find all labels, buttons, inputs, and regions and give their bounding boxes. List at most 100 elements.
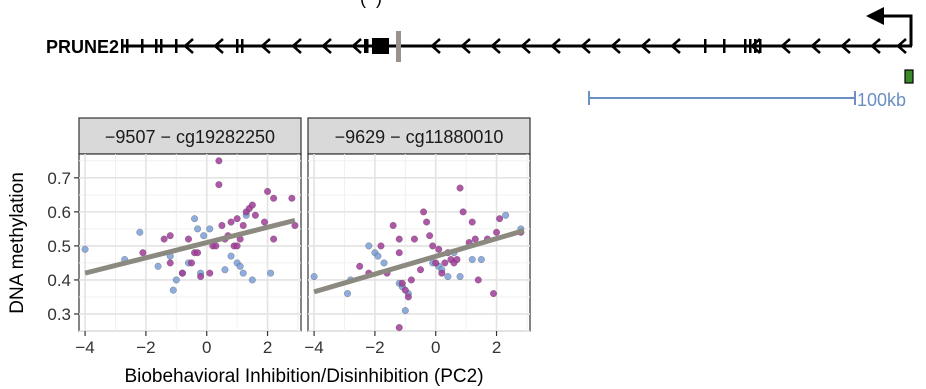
strand-chevron-icon	[490, 38, 501, 54]
data-point	[398, 279, 406, 287]
tss-arrowhead-icon	[866, 7, 884, 25]
top-partial-label: (–)	[360, 0, 382, 8]
data-point	[236, 262, 244, 270]
data-point	[459, 208, 467, 216]
strand-chevron-icon	[750, 38, 761, 54]
exon-mark	[723, 39, 726, 53]
data-point	[166, 232, 174, 240]
data-point	[343, 290, 352, 298]
scale-bar-label: 100kb	[857, 90, 906, 110]
y-tick-label: 0.6	[47, 203, 71, 222]
data-point	[438, 269, 446, 277]
exon-mark	[366, 39, 369, 53]
y-tick-label: 0.3	[47, 305, 71, 324]
exon-mark	[236, 39, 239, 53]
data-point	[136, 228, 144, 236]
strand-chevron-icon	[896, 38, 907, 54]
exon-mark	[141, 39, 144, 53]
exon-mark	[175, 39, 178, 53]
data-point	[468, 218, 476, 226]
data-point	[233, 215, 241, 223]
strand-chevrons	[183, 38, 907, 54]
strand-chevron-icon	[520, 38, 531, 54]
data-point	[423, 218, 431, 226]
strand-chevron-icon	[183, 38, 194, 54]
x-tick-label: −2	[365, 338, 384, 357]
strand-chevron-icon	[870, 38, 881, 54]
data-point	[263, 187, 272, 195]
strand-chevron-icon	[213, 38, 224, 54]
exon-mark	[241, 39, 244, 53]
facet-strip-2	[307, 117, 531, 155]
strand-chevron-icon	[810, 38, 821, 54]
exon-mark	[759, 39, 762, 53]
exon-mark	[126, 39, 129, 53]
data-point	[172, 276, 180, 284]
data-point	[435, 245, 443, 253]
data-point	[365, 242, 373, 250]
y-axis: 0.3 0.4 0.5 0.6 0.7	[47, 169, 79, 324]
y-tick-label: 0.5	[47, 237, 71, 256]
exon-block	[372, 38, 389, 54]
data-point	[169, 286, 177, 294]
data-point	[218, 221, 226, 230]
data-point	[233, 242, 241, 250]
regression-line	[84, 217, 296, 276]
data-point	[154, 262, 162, 270]
cpg-site-marker	[396, 31, 401, 62]
data-point	[81, 245, 89, 253]
strand-chevron-icon	[460, 38, 471, 54]
data-point	[377, 242, 385, 250]
exon-mark	[364, 39, 367, 53]
data-point	[227, 218, 235, 226]
exon-marks	[121, 39, 762, 53]
data-point	[432, 259, 440, 267]
x-tick-label: 2	[263, 338, 272, 357]
data-point	[441, 259, 449, 267]
data-point	[356, 262, 364, 270]
x-tick-label: −2	[136, 338, 155, 357]
data-point	[288, 194, 296, 202]
exon-mark	[155, 39, 158, 53]
gene-track: (–) PRUNE2 100kb	[46, 0, 914, 110]
data-point	[139, 249, 147, 257]
data-point	[239, 221, 247, 230]
facet-panel-2: −9629 − cg11880010 −4 −2 0 2	[304, 117, 531, 357]
data-point	[194, 249, 202, 257]
plot-content-2: −4 −2 0 2	[304, 154, 530, 357]
data-point	[206, 269, 214, 277]
y-axis-label: DNA methylation	[7, 172, 28, 314]
x-tick-label: 0	[202, 338, 211, 357]
facet-panel-1: −9507 − cg19282250 −4 −2 0 2	[75, 117, 302, 357]
x-tick-label: 2	[492, 338, 501, 357]
data-point	[477, 255, 485, 264]
data-point	[502, 211, 510, 219]
data-point	[471, 235, 479, 243]
data-point	[456, 272, 464, 281]
data-point	[215, 157, 223, 165]
strand-chevron-icon	[351, 38, 362, 54]
data-point	[206, 225, 214, 233]
strand-chevron-icon	[430, 38, 441, 54]
data-point	[395, 235, 403, 243]
x-tick-label: −4	[304, 338, 323, 357]
data-point	[212, 242, 220, 250]
exon-mark	[160, 39, 163, 53]
data-point	[395, 324, 403, 332]
data-point	[197, 272, 205, 281]
exon-mark	[754, 39, 757, 53]
data-point	[489, 290, 498, 298]
data-point	[215, 181, 223, 189]
y-tick-label: 0.7	[47, 169, 71, 188]
data-point	[239, 269, 247, 277]
data-point	[474, 276, 482, 284]
gene-label: PRUNE2	[46, 37, 119, 57]
data-point	[178, 269, 186, 277]
data-point	[492, 228, 501, 236]
data-point	[380, 259, 388, 267]
strand-chevron-icon	[291, 38, 302, 54]
strand-chevron-icon	[610, 38, 621, 54]
exon-mark	[704, 39, 707, 53]
exon-mark	[749, 39, 752, 53]
